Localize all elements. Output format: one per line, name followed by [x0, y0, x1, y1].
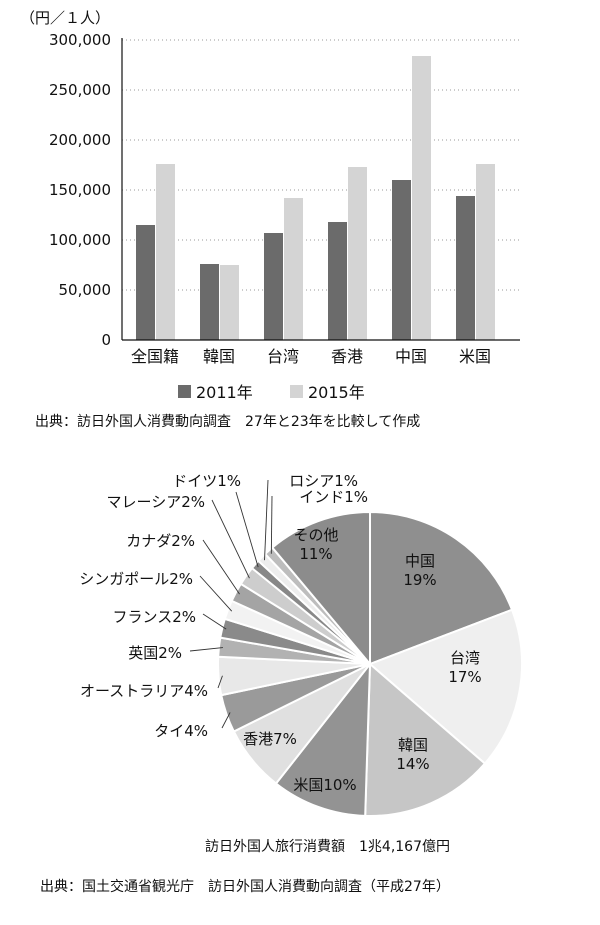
category-label: 中国	[395, 347, 427, 366]
pie-label-name: 台湾	[450, 649, 480, 667]
category-label: 韓国	[203, 347, 235, 366]
bar-2015年-米国	[476, 164, 495, 340]
pie-label-outer: 英国2%	[128, 644, 182, 662]
pie-label-name: その他	[293, 526, 338, 544]
pie-slice-中国	[369, 510, 514, 666]
legend-label-2011: 2011年	[196, 383, 253, 402]
y-tick-label: 200,000	[49, 131, 111, 149]
pie-label-value: 17%	[448, 668, 481, 686]
bar-2015年-中国	[412, 56, 431, 340]
pie-chart-source: 出典：国土交通省観光庁 訪日外国人消費動向調査（平成27年）	[40, 878, 450, 895]
category-label: 香港	[331, 347, 363, 366]
pie-label-outer: インド1%	[299, 488, 368, 506]
leader-line	[202, 539, 240, 595]
leader-line	[202, 613, 227, 630]
y-tick-label: 50,000	[59, 281, 112, 299]
leader-line	[217, 675, 223, 689]
category-label: 台湾	[267, 347, 299, 366]
pie-label-outer: フランス2%	[113, 608, 197, 626]
y-tick-label: 150,000	[49, 181, 111, 199]
bar-2011年-米国	[456, 196, 475, 340]
category-label: 全国籍	[131, 347, 179, 366]
y-tick-label: 250,000	[49, 81, 111, 99]
legend-swatch-2015	[290, 385, 303, 398]
leader-line	[235, 491, 259, 568]
bar-2015年-台湾	[284, 198, 303, 340]
bar-category-labels: 全国籍 韓国 台湾 香港 中国 米国	[131, 347, 491, 366]
leader-line	[211, 499, 250, 579]
bar-2011年-中国	[392, 180, 411, 340]
bar-2015年-全国籍	[156, 164, 175, 340]
pie-label-outer: タイ4%	[154, 722, 208, 740]
bar-bars	[136, 56, 495, 340]
pie-label-outer: マレーシア2%	[107, 493, 206, 511]
legend-swatch-2011	[178, 385, 191, 398]
pie-slice-その他	[270, 510, 371, 667]
y-axis-unit-label: （円／１人）	[20, 9, 110, 27]
leader-line	[199, 575, 233, 612]
pie-slices	[217, 510, 523, 817]
pie-label-value: 香港7%	[243, 730, 297, 748]
leader-line	[189, 647, 223, 652]
category-label: 米国	[459, 347, 491, 366]
y-tick-label: 300,000	[49, 31, 111, 49]
pie-label-value: 米国10%	[293, 776, 356, 794]
pie-leader-lines	[189, 479, 273, 729]
leader-line	[221, 712, 231, 729]
pie-total-caption: 訪日外国人旅行消費額 1兆4,167億円	[205, 839, 450, 855]
bar-axes	[121, 38, 520, 341]
bar-chart: （円／１人） 0 50,000 100,000 150,000 200,000 250,0…	[20, 9, 520, 430]
bar-2015年-香港	[348, 167, 367, 340]
pie-label-name: 中国	[405, 552, 435, 570]
pie-label-value: 19%	[403, 571, 436, 589]
bar-chart-source: 出典：訪日外国人消費動向調査 27年と23年を比較して作成	[35, 414, 420, 430]
pie-label-value: 11%	[299, 545, 332, 563]
bar-legend: 2011年 2015年	[178, 383, 365, 402]
pie-slice-米国	[274, 660, 372, 817]
legend-label-2015: 2015年	[308, 383, 365, 402]
pie-label-outer: ドイツ1%	[172, 472, 241, 490]
pie-slice-韓国	[364, 661, 487, 817]
leader-line	[270, 495, 273, 554]
pie-label-value: 14%	[396, 755, 429, 773]
pie-label-outer: オーストラリア4%	[80, 682, 208, 700]
pie-label-outer: シンガポール2%	[79, 570, 193, 588]
bar-2011年-香港	[328, 222, 347, 340]
bar-2011年-全国籍	[136, 225, 155, 340]
pie-label-outer: ロシア1%	[289, 472, 358, 490]
bar-2015年-韓国	[220, 265, 239, 340]
leader-line	[264, 479, 269, 561]
y-tick-label: 0	[101, 331, 111, 349]
pie-label-name: 韓国	[398, 736, 428, 754]
pie-slice-台湾	[368, 608, 523, 765]
y-tick-label: 100,000	[49, 231, 111, 249]
pie-label-outer: カナダ2%	[126, 532, 195, 550]
bar-2011年-台湾	[264, 233, 283, 340]
bar-2011年-韓国	[200, 264, 219, 340]
bar-y-ticks: 0 50,000 100,000 150,000 200,000 250,000 300,0…	[49, 31, 111, 349]
